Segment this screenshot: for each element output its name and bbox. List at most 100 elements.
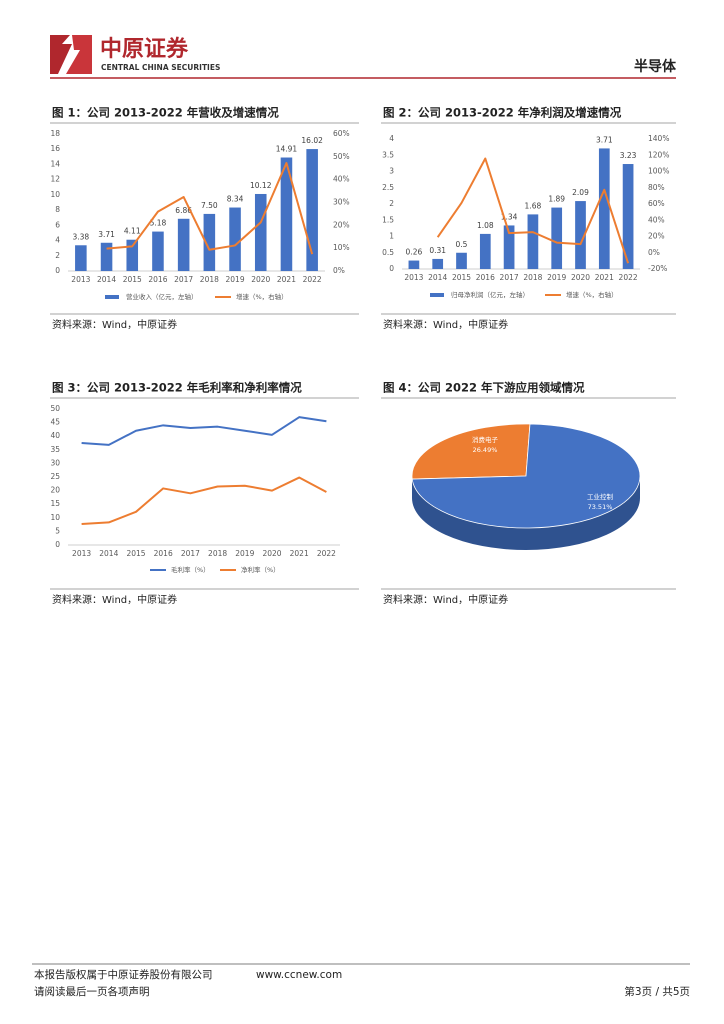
bar-value-label: 0.31 [429,246,446,255]
y-tick-label: 4 [55,236,60,245]
y-tick-label: 10 [50,190,60,199]
bar [456,252,467,269]
figure-title: 图 1：公司 2013-2022 年营收及增速情况 [52,106,279,120]
footer-notice: 请阅读最后一页各项声明 [34,985,150,998]
y-tick-label: 5 [55,526,60,535]
y2-tick-label: 30% [333,198,350,207]
y2-tick-label: 40% [648,215,665,224]
x-tick-label: 2018 [208,549,227,558]
logo-mark [50,35,72,74]
x-tick-label: 2014 [97,275,116,284]
x-tick-label: 2019 [547,273,566,282]
x-tick-label: 2018 [200,275,219,284]
bar-value-label: 4.11 [124,227,141,236]
x-tick-label: 2020 [571,273,590,282]
x-tick-label: 2020 [251,275,270,284]
x-tick-label: 2013 [72,549,91,558]
y-tick-label: 30 [50,458,60,467]
y2-tick-label: -20% [648,264,667,273]
line [81,416,327,446]
pie-value-label: 26.49% [473,446,498,454]
bar-value-label: 3.38 [72,232,89,241]
y-tick-label: 45 [50,418,60,427]
y2-tick-label: 50% [333,152,350,161]
pie-slice [411,423,531,480]
rules [50,122,676,590]
figure-title: 图 4：公司 2022 年下游应用领域情况 [383,381,585,395]
y-tick-label: 1 [389,232,394,241]
x-tick-label: 2013 [71,275,90,284]
x-tick-label: 2017 [174,275,193,284]
x-tick-label: 2013 [404,273,423,282]
bar [229,207,241,271]
pie-label: 消费电子 [472,435,499,444]
pie-side [412,476,640,550]
bar [100,242,113,271]
x-tick-label: 2017 [181,549,200,558]
bar [306,149,318,271]
bar [503,225,515,269]
x-tick-label: 2016 [154,549,173,558]
bar-value-label: 6.86 [175,206,192,215]
figure-title: 图 3：公司 2013-2022 年毛利率和净利率情况 [52,381,302,395]
x-tick-label: 2015 [126,549,145,558]
y-tick-label: 3.5 [382,150,394,159]
logo: 中原证券 CENTRAL CHINA SECURITIES [50,35,220,74]
y2-tick-label: 20% [333,220,350,229]
x-tick-label: 2014 [428,273,447,282]
figure-source: 资料来源：Wind，中原证券 [52,593,177,606]
y-tick-label: 8 [55,205,60,214]
bar-value-label: 16.02 [301,136,323,145]
figure-source: 资料来源：Wind，中原证券 [383,318,508,331]
bar [177,218,190,271]
y-tick-label: 14 [50,159,60,168]
y2-tick-label: 60% [648,199,665,208]
bar [598,148,610,269]
bar [280,157,293,271]
bar-value-label: 10.12 [250,181,272,190]
y-tick-label: 0 [55,266,60,275]
x-tick-label: 2017 [500,273,519,282]
bar-value-label: 1.89 [548,195,565,204]
bar-value-label: 14.91 [276,145,298,154]
x-tick-label: 2019 [235,549,254,558]
bar [203,213,216,271]
y-tick-label: 4 [389,134,394,143]
bar-value-label: 0.5 [456,240,468,249]
legend-label: 净利率（%） [241,565,280,574]
x-tick-label: 2016 [476,273,495,282]
footer-copyright: 本报告版权属于中原证券股份有限公司 [34,968,213,981]
legend-label: 营业收入（亿元，左轴） [126,292,198,301]
y2-tick-label: 80% [648,183,665,192]
y-tick-label: 10 [50,513,60,522]
legend-label: 毛利率（%） [171,565,210,574]
bar-value-label: 1.08 [477,221,494,230]
bar [551,207,563,269]
y2-tick-label: 20% [648,232,665,241]
y-tick-label: 0.5 [382,248,394,257]
x-tick-label: 2015 [452,273,471,282]
x-tick-label: 2015 [123,275,142,284]
bar [527,214,539,269]
footer-page: 第3页 / 共5页 [624,985,690,998]
y2-tick-label: 140% [648,134,669,143]
x-tick-label: 2014 [99,549,118,558]
y-tick-label: 2 [389,199,394,208]
bar [408,260,420,269]
y-tick-label: 1.5 [382,215,394,224]
footer-website[interactable]: www.ccnew.com [256,969,342,981]
y-tick-label: 15 [50,499,60,508]
figure-source: 资料来源：Wind，中原证券 [52,318,177,331]
y-tick-label: 6 [55,220,60,229]
bar [479,233,491,269]
y2-tick-label: 100% [648,167,669,176]
x-tick-label: 2016 [148,275,167,284]
pie-slice [411,423,641,529]
bar-value-label: 3.23 [620,151,637,160]
y-tick-label: 2.5 [382,183,394,192]
bar-value-label: 0.26 [406,248,423,257]
bar-value-label: 7.50 [201,201,218,210]
legend-label: 增速（%，右轴） [566,290,618,299]
y-tick-label: 12 [50,175,60,184]
bar-value-label: 3.71 [596,135,613,144]
